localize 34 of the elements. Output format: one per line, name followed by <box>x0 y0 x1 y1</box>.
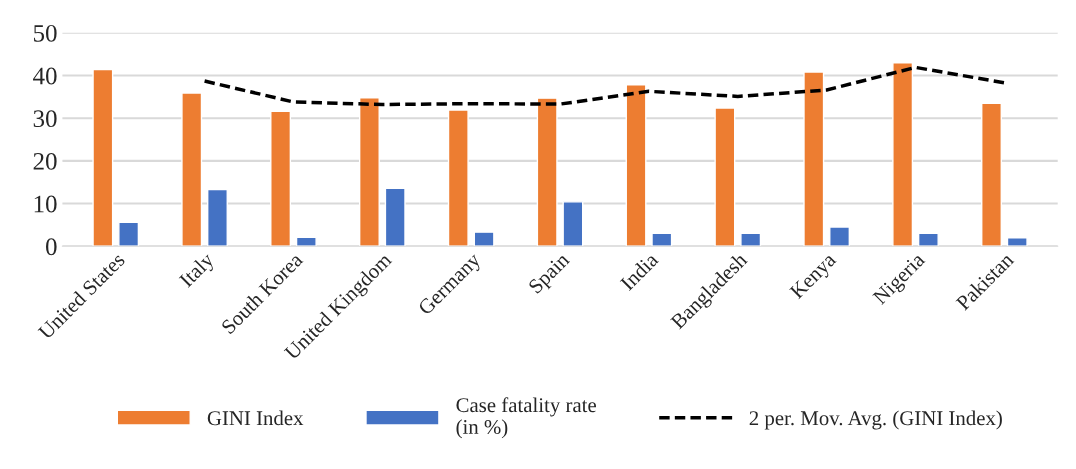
bar <box>358 97 380 247</box>
x-tick-label: India <box>619 251 660 292</box>
bar <box>714 107 736 247</box>
legend-label: GINI Index <box>207 410 304 426</box>
bar <box>1006 236 1028 247</box>
bar <box>625 84 647 247</box>
bar <box>473 231 495 247</box>
bar <box>295 236 317 247</box>
bar <box>917 232 939 247</box>
bar <box>562 201 584 247</box>
bar <box>447 109 469 247</box>
y-tick-label: 20 <box>33 152 57 170</box>
y-tick-label: 30 <box>33 110 57 128</box>
legend-label: Case fatality rate (in %) <box>456 397 596 439</box>
y-tick-label: 50 <box>34 24 57 42</box>
bar <box>536 97 558 247</box>
bar <box>92 68 114 247</box>
bar <box>651 232 673 247</box>
bar <box>118 221 140 247</box>
bar <box>384 187 406 247</box>
bar <box>207 188 228 247</box>
y-tick-label: 10 <box>34 195 57 213</box>
x-tick-label: Italy <box>178 251 218 291</box>
legend-label: 2 per. Mov. Avg. (GINI Index) <box>749 410 1002 430</box>
y-tick-label: 0 <box>46 238 57 256</box>
bar <box>892 62 914 247</box>
bar <box>270 110 292 247</box>
bar <box>181 92 203 247</box>
line-series <box>202 65 1007 107</box>
bar <box>829 226 851 247</box>
bar <box>740 232 762 247</box>
y-tick-label: 40 <box>33 67 57 85</box>
bar <box>803 71 825 247</box>
bar <box>981 102 1002 247</box>
